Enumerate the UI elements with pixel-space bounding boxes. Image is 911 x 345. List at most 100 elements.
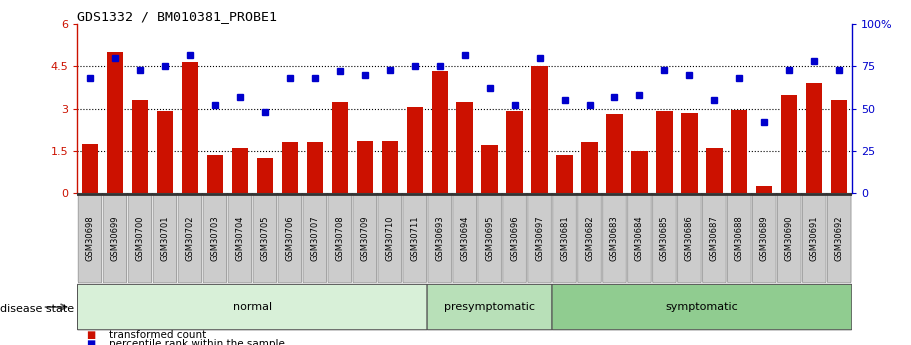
FancyBboxPatch shape: [803, 193, 826, 283]
FancyBboxPatch shape: [77, 284, 427, 330]
FancyBboxPatch shape: [179, 193, 201, 283]
Bar: [406, 107, 423, 193]
FancyBboxPatch shape: [678, 193, 701, 283]
FancyBboxPatch shape: [378, 193, 402, 283]
Text: GSM30701: GSM30701: [160, 215, 169, 261]
Text: GSM30711: GSM30711: [410, 215, 419, 261]
FancyBboxPatch shape: [228, 193, 251, 283]
Bar: [531, 66, 548, 193]
Text: GSM30686: GSM30686: [685, 215, 694, 261]
FancyBboxPatch shape: [78, 193, 102, 283]
Text: GSM30693: GSM30693: [435, 215, 445, 261]
FancyBboxPatch shape: [503, 193, 527, 283]
Text: GSM30691: GSM30691: [810, 215, 819, 261]
Bar: [82, 144, 98, 193]
Text: presymptomatic: presymptomatic: [444, 302, 535, 312]
FancyBboxPatch shape: [478, 193, 501, 283]
Bar: [132, 100, 148, 193]
Bar: [382, 141, 398, 193]
Text: GSM30681: GSM30681: [560, 215, 569, 261]
Bar: [806, 83, 823, 193]
Text: ■: ■: [87, 339, 96, 345]
FancyBboxPatch shape: [778, 193, 801, 283]
FancyBboxPatch shape: [328, 193, 352, 283]
Text: GSM30703: GSM30703: [210, 215, 220, 261]
Text: GSM30688: GSM30688: [735, 215, 744, 261]
FancyBboxPatch shape: [652, 193, 676, 283]
Bar: [782, 95, 797, 193]
FancyBboxPatch shape: [403, 193, 426, 283]
Text: GSM30697: GSM30697: [535, 215, 544, 261]
Text: ■: ■: [87, 331, 96, 340]
Bar: [706, 148, 722, 193]
Bar: [231, 148, 248, 193]
Bar: [257, 158, 273, 193]
Text: GSM30683: GSM30683: [610, 215, 619, 261]
FancyBboxPatch shape: [553, 193, 577, 283]
Text: GSM30700: GSM30700: [136, 215, 144, 261]
Bar: [482, 145, 497, 193]
FancyBboxPatch shape: [353, 193, 376, 283]
Text: disease state: disease state: [0, 304, 74, 314]
Bar: [756, 186, 773, 193]
Text: GSM30696: GSM30696: [510, 215, 519, 261]
FancyBboxPatch shape: [827, 193, 851, 283]
Bar: [507, 111, 523, 193]
Bar: [732, 110, 748, 193]
Text: GSM30698: GSM30698: [86, 215, 95, 261]
FancyBboxPatch shape: [578, 193, 601, 283]
FancyBboxPatch shape: [453, 193, 476, 283]
Bar: [557, 155, 573, 193]
Bar: [831, 100, 847, 193]
Text: normal: normal: [232, 302, 271, 312]
Text: GSM30695: GSM30695: [485, 215, 494, 261]
Bar: [207, 155, 223, 193]
FancyBboxPatch shape: [752, 193, 776, 283]
Text: GSM30690: GSM30690: [785, 215, 793, 261]
Text: GSM30704: GSM30704: [235, 215, 244, 261]
Text: GSM30687: GSM30687: [710, 215, 719, 261]
Bar: [681, 113, 698, 193]
FancyBboxPatch shape: [702, 193, 726, 283]
FancyBboxPatch shape: [303, 193, 326, 283]
FancyBboxPatch shape: [253, 193, 277, 283]
Text: GSM30702: GSM30702: [185, 215, 194, 261]
Bar: [281, 142, 298, 193]
FancyBboxPatch shape: [153, 193, 177, 283]
Text: GSM30684: GSM30684: [635, 215, 644, 261]
FancyBboxPatch shape: [203, 193, 227, 283]
FancyBboxPatch shape: [428, 193, 451, 283]
Text: GSM30694: GSM30694: [460, 215, 469, 261]
Text: symptomatic: symptomatic: [666, 302, 738, 312]
Bar: [356, 141, 373, 193]
Bar: [607, 114, 622, 193]
Text: GSM30705: GSM30705: [261, 215, 270, 261]
Text: percentile rank within the sample: percentile rank within the sample: [109, 339, 285, 345]
Bar: [631, 151, 648, 193]
Bar: [581, 142, 598, 193]
Text: GSM30710: GSM30710: [385, 215, 394, 261]
Bar: [181, 62, 198, 193]
FancyBboxPatch shape: [278, 193, 302, 283]
Text: GDS1332 / BM010381_PROBE1: GDS1332 / BM010381_PROBE1: [77, 10, 278, 23]
FancyBboxPatch shape: [128, 193, 151, 283]
FancyBboxPatch shape: [103, 193, 127, 283]
Text: GSM30692: GSM30692: [834, 215, 844, 261]
Bar: [332, 102, 348, 193]
Text: GSM30689: GSM30689: [760, 215, 769, 261]
Text: GSM30682: GSM30682: [585, 215, 594, 261]
FancyBboxPatch shape: [527, 193, 551, 283]
FancyBboxPatch shape: [552, 284, 852, 330]
Bar: [157, 111, 173, 193]
Bar: [107, 52, 123, 193]
Text: GSM30709: GSM30709: [360, 215, 369, 261]
Bar: [432, 71, 447, 193]
FancyBboxPatch shape: [603, 193, 626, 283]
Text: GSM30699: GSM30699: [110, 215, 119, 261]
Text: transformed count: transformed count: [109, 331, 207, 340]
Text: GSM30706: GSM30706: [285, 215, 294, 261]
Text: GSM30685: GSM30685: [660, 215, 669, 261]
Text: GSM30707: GSM30707: [311, 215, 319, 261]
FancyBboxPatch shape: [728, 193, 752, 283]
Bar: [456, 102, 473, 193]
